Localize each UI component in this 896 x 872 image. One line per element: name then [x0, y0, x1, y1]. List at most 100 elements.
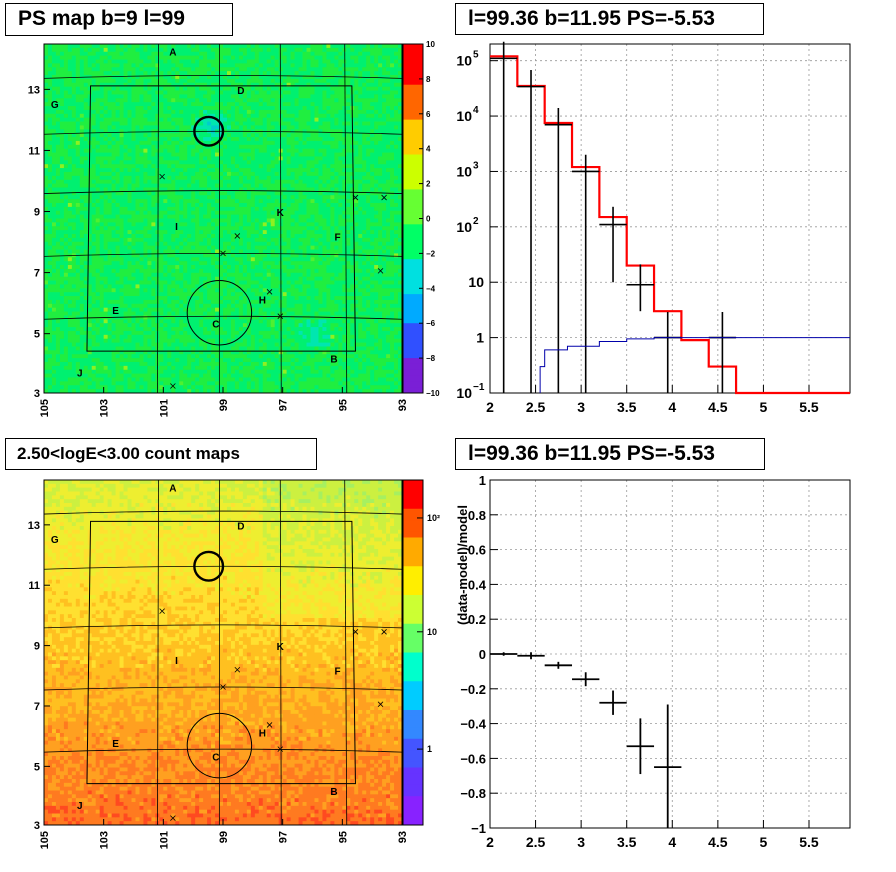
y-tick-label: 11: [28, 580, 40, 592]
y-tick-label: 10: [456, 163, 472, 179]
colorbar-cell: [403, 698, 423, 705]
source-cross: [381, 194, 387, 201]
source-label: A: [169, 483, 176, 494]
x-tick-label: 5: [760, 834, 768, 850]
grid-line: [279, 43, 282, 394]
source-label: B: [330, 787, 337, 798]
source-label: I: [175, 222, 178, 233]
x-tick-label: 3.5: [617, 834, 637, 850]
colorbar-cell: [403, 491, 423, 498]
x-tick-label: 4: [668, 399, 676, 415]
y-tick-exponent: 3: [473, 160, 479, 171]
colorbar-cell: [403, 733, 423, 740]
colorbar-cell: [403, 305, 423, 313]
colorbar-cell: [403, 276, 423, 283]
colorbar-cell: [403, 241, 423, 249]
colorbar-cell: [403, 779, 423, 786]
colorbar-cell: [403, 756, 423, 763]
colorbar-cell: [403, 154, 423, 161]
colorbar-cell: [403, 790, 423, 797]
y-tick-label: −0.8: [460, 786, 486, 801]
x-tick-label: 4: [668, 834, 676, 850]
count-map-title: 2.50<logE<3.00 count maps: [5, 438, 317, 470]
colorbar-cell: [403, 612, 423, 619]
colorbar-cell: [403, 572, 423, 579]
y-tick-label: 0.2: [468, 612, 486, 627]
x-tick-label: 95: [337, 399, 349, 411]
x-tick-label: 93: [397, 831, 409, 843]
residual-point: [572, 672, 600, 687]
colorbar-cell: [403, 381, 423, 388]
y-tick-label: 0.4: [468, 577, 487, 592]
colorbar-cell: [403, 520, 423, 527]
source-label: D: [237, 86, 244, 97]
grid-line: [344, 43, 348, 394]
colorbar-cell: [403, 767, 423, 774]
y-tick-label: −0.4: [460, 717, 486, 732]
colorbar-cell: [403, 595, 423, 602]
y-tick-label: −1: [471, 821, 486, 836]
colorbar-cell: [403, 560, 423, 567]
colorbar-cell: [403, 224, 423, 231]
y-tick-label: 7: [34, 268, 40, 280]
colorbar-cell: [403, 710, 423, 717]
residual-ylabel: (data-model)/model: [455, 505, 470, 625]
colorbar-cell: [403, 340, 423, 347]
colorbar-tick-label: 0: [426, 215, 431, 224]
residual-point: [654, 704, 682, 828]
source-circle: [193, 115, 225, 147]
colorbar-cell: [403, 554, 423, 561]
grid-line: [43, 75, 403, 79]
colorbar-cell: [403, 369, 423, 377]
y-tick-label: 5: [34, 761, 40, 773]
colorbar-cell: [403, 259, 423, 266]
x-tick-label: 101: [158, 831, 170, 849]
x-tick-label: 103: [99, 831, 111, 849]
source-label: K: [277, 642, 285, 653]
source-cross: [234, 233, 241, 239]
colorbar-tick-label: −10: [426, 389, 440, 398]
grid-line: [279, 479, 282, 826]
colorbar-cell: [403, 119, 423, 126]
colorbar-cell: [403, 715, 423, 722]
colorbar-cell: [403, 90, 423, 97]
colorbar-cell: [403, 802, 423, 809]
colorbar-cell: [403, 329, 423, 336]
colorbar-cell: [403, 282, 423, 289]
residual-plot: 1 0.8 0.6 0.4 0.2 0 −0.2 −0.4 −0.6 −0.8 −12 2.5 3 3.5…: [460, 473, 851, 850]
x-tick-label: 101: [158, 399, 170, 417]
y-tick-label: 13: [28, 520, 40, 532]
colorbar-cell: [403, 61, 423, 68]
x-tick-label: 3: [577, 834, 585, 850]
colorbar-cell: [403, 323, 423, 330]
colorbar-cell: [403, 235, 423, 243]
colorbar-cell: [403, 796, 423, 803]
colorbar-cell: [403, 738, 423, 745]
colorbar-tick-label: 6: [426, 110, 431, 119]
source-label: E: [112, 739, 119, 750]
source-cross: [381, 629, 387, 635]
colorbar-cell: [403, 160, 423, 167]
colorbar-cell: [403, 641, 423, 648]
colorbar-cell: [403, 206, 423, 214]
grid-line: [344, 479, 348, 826]
colorbar-cell: [403, 600, 423, 607]
source-cross: [220, 684, 226, 690]
source-cross: [234, 666, 241, 673]
source-cross: [266, 722, 273, 728]
colorbar-cell: [403, 692, 423, 699]
grid-line: [43, 510, 403, 515]
source-cross: [170, 815, 176, 821]
x-tick-label: 105: [39, 831, 51, 849]
roi-box: [86, 85, 356, 352]
colorbar-tick-label: −8: [426, 354, 436, 363]
x-tick-label: 5.5: [799, 834, 819, 850]
source-cross: [352, 629, 359, 635]
residual-title: l=99.36 b=11.95 PS=-5.53: [455, 438, 765, 470]
y-tick-label: 1: [479, 473, 486, 488]
colorbar-cell: [403, 508, 423, 515]
y-tick-label: 10: [456, 53, 472, 69]
circle-c: [186, 280, 253, 346]
